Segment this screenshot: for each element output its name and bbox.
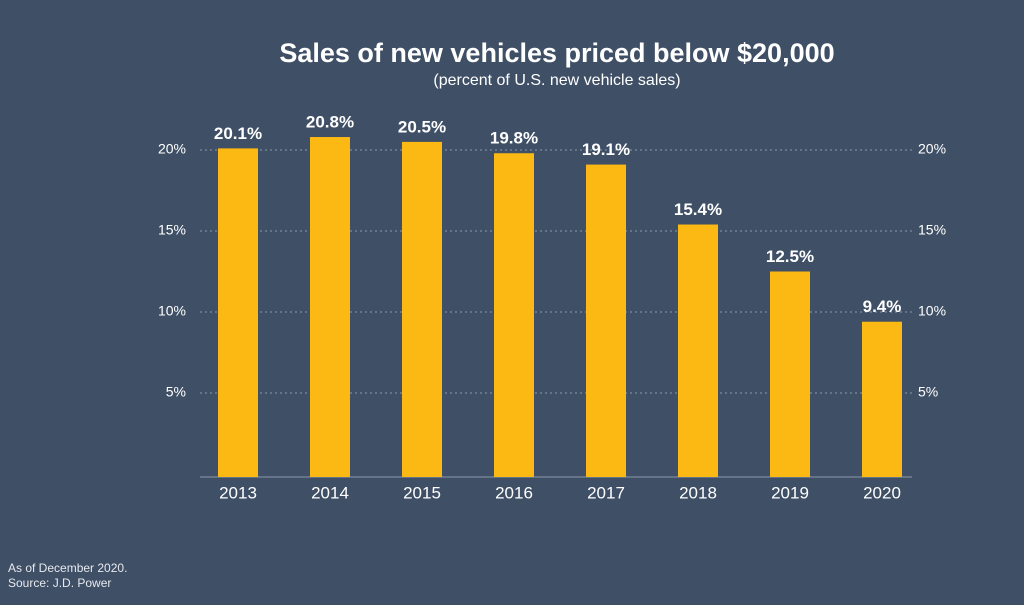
y2-tick-label: 10% xyxy=(918,303,946,319)
y-tick-label: 15% xyxy=(158,222,186,238)
chart-subtitle: (percent of U.S. new vehicle sales) xyxy=(433,72,680,89)
value-label: 20.5% xyxy=(398,117,446,136)
bar xyxy=(402,141,442,477)
note: Source: J.D. Power xyxy=(8,576,111,590)
bar xyxy=(586,164,626,477)
y-tick-label: 5% xyxy=(166,384,186,400)
value-label: 19.8% xyxy=(490,129,538,148)
y2-tick-label: 15% xyxy=(918,222,946,238)
bar xyxy=(678,224,718,477)
x-tick-label: 2017 xyxy=(587,483,625,502)
y-tick-label: 10% xyxy=(158,303,186,319)
x-tick-label: 2013 xyxy=(219,483,257,502)
value-label: 15.4% xyxy=(674,200,722,219)
y2-tick-label: 20% xyxy=(918,141,946,157)
chart-title: Sales of new vehicles priced below $20,0… xyxy=(279,38,834,68)
x-tick-label: 2018 xyxy=(679,483,717,502)
value-label: 20.1% xyxy=(214,124,262,143)
bar xyxy=(862,321,902,477)
bar xyxy=(770,271,810,477)
bar xyxy=(218,148,258,477)
note: As of December 2020. xyxy=(8,561,127,575)
x-tick-label: 2015 xyxy=(403,483,441,502)
bar xyxy=(494,153,534,478)
value-label: 9.4% xyxy=(863,297,902,316)
value-label: 19.1% xyxy=(582,140,630,159)
x-tick-label: 2014 xyxy=(311,483,349,502)
value-label: 20.8% xyxy=(306,113,354,132)
x-tick-label: 2020 xyxy=(863,483,901,502)
bar xyxy=(310,137,350,478)
y2-tick-label: 5% xyxy=(918,384,938,400)
y-tick-label: 20% xyxy=(158,141,186,157)
value-label: 12.5% xyxy=(766,247,814,266)
x-tick-label: 2019 xyxy=(771,483,809,502)
x-tick-label: 2016 xyxy=(495,483,533,502)
